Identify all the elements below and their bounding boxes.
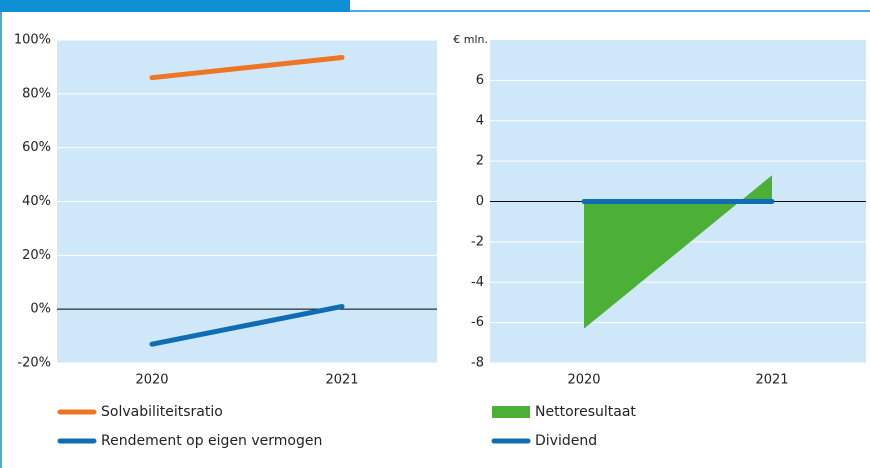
legend-swatch bbox=[492, 406, 530, 418]
y-tick-label: -4 bbox=[471, 275, 484, 290]
legend-label: Rendement op eigen vermogen bbox=[101, 433, 322, 449]
y-tick-label: -2 bbox=[471, 234, 484, 249]
y-tick-label: 0% bbox=[30, 302, 51, 317]
x-tick-label: 2021 bbox=[325, 373, 358, 388]
y-tick-label: 60% bbox=[22, 140, 51, 155]
area bbox=[584, 175, 772, 329]
y-tick-label: 4 bbox=[476, 113, 484, 128]
legend-label: Dividend bbox=[535, 433, 597, 449]
x-tick-label: 2020 bbox=[567, 373, 600, 388]
y-tick-label: 6 bbox=[476, 73, 484, 88]
line bbox=[149, 54, 345, 81]
y-axis-label: € mln. bbox=[453, 33, 488, 46]
x-tick-label: 2021 bbox=[755, 373, 788, 388]
x-tick-label: 2020 bbox=[135, 373, 168, 388]
header-bar bbox=[0, 0, 350, 12]
legend-label: Nettoresultaat bbox=[535, 404, 636, 420]
y-tick-label: 40% bbox=[22, 194, 51, 209]
line bbox=[149, 303, 345, 347]
y-tick-label: -20% bbox=[17, 356, 51, 371]
y-tick-label: 100% bbox=[14, 33, 51, 48]
y-tick-label: -6 bbox=[471, 315, 484, 330]
y-tick-label: 0 bbox=[476, 194, 484, 209]
legend-label: Solvabiliteitsratio bbox=[101, 404, 223, 420]
y-tick-label: 2 bbox=[476, 154, 484, 169]
y-tick-label: -8 bbox=[471, 356, 484, 371]
y-tick-label: 80% bbox=[22, 86, 51, 101]
y-tick-label: 20% bbox=[22, 248, 51, 263]
